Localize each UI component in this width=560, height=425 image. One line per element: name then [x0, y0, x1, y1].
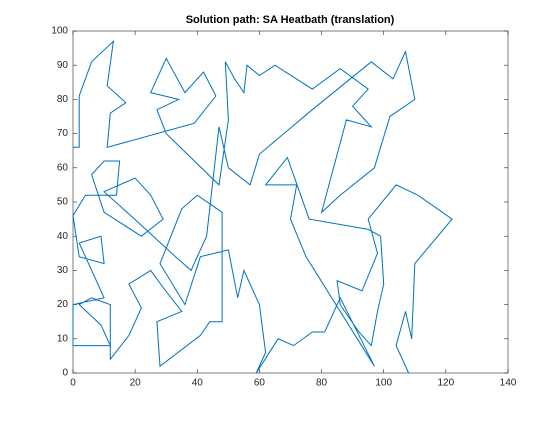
- x-tick-label: 120: [438, 378, 455, 389]
- x-tick-label: 60: [254, 378, 266, 389]
- plot-area: [72, 30, 509, 374]
- y-tick-label: 10: [57, 333, 69, 344]
- x-tick-label: 0: [70, 378, 76, 389]
- x-tick-label: 100: [375, 378, 392, 389]
- x-tick-label: 80: [316, 378, 328, 389]
- y-tick-label: 80: [57, 94, 69, 105]
- y-tick-label: 90: [57, 60, 69, 71]
- y-tick-label: 100: [51, 26, 68, 37]
- y-tick-label: 60: [57, 162, 69, 173]
- chart-title: Solution path: SA Heatbath (translation): [186, 14, 395, 26]
- y-tick-label: 50: [57, 197, 69, 208]
- y-tick-label: 40: [57, 231, 69, 242]
- y-tick-label: 30: [57, 265, 69, 276]
- y-tick-label: 0: [62, 368, 68, 379]
- solution-path: [72, 39, 453, 374]
- x-tick-label: 140: [500, 378, 517, 389]
- y-tick-label: 20: [57, 299, 69, 310]
- y-tick-label: 70: [57, 128, 69, 139]
- x-tick-label: 20: [130, 378, 142, 389]
- x-tick-label: 40: [192, 378, 204, 389]
